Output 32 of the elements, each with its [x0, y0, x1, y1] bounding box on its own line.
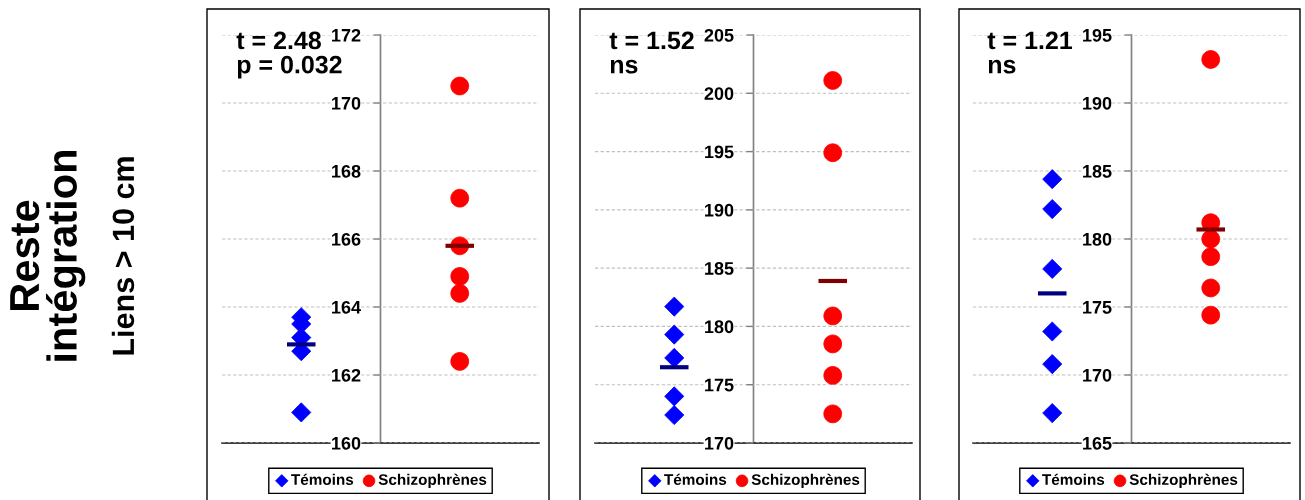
y-tick-label: 180: [1083, 232, 1112, 246]
y-tick-label: 190: [705, 203, 734, 217]
y-tick-label: 172: [332, 28, 361, 42]
y-axis-title: Liens > 10 cm: [111, 157, 135, 355]
annotation: t = 1.52 ns: [609, 31, 694, 74]
y-tick-label: 170: [1083, 368, 1112, 382]
y-tick-label: 164: [332, 300, 361, 314]
y-tick-label: 180: [705, 320, 734, 334]
y-tick-label: 185: [705, 262, 734, 275]
y-tick-label: 160: [332, 436, 361, 450]
legend-label: Témoins: [664, 473, 727, 485]
y-tick-label: 185: [1083, 164, 1112, 178]
legend-label: Schizophrènes: [751, 473, 860, 489]
y-tick-label: 200: [704, 87, 734, 101]
legend-label: Schizophrènes: [378, 473, 487, 489]
y-tick-label: 195: [705, 145, 734, 159]
y-tick-label: 195: [1083, 28, 1112, 42]
y-tick-label: 190: [1083, 96, 1112, 110]
y-tick-label: 166: [332, 232, 361, 246]
y-tick-label: 175: [705, 378, 734, 392]
legend-label: Schizophrènes: [1129, 473, 1238, 489]
y-tick-label: 205: [704, 28, 734, 42]
y-tick-label: 175: [1083, 301, 1112, 314]
annotation: t = 1.21 ns: [987, 31, 1073, 74]
y-tick-label: 165: [1083, 436, 1112, 450]
legend-label: Témoins: [1042, 473, 1105, 485]
y-tick-label: 168: [332, 164, 361, 178]
y-tick-label: 162: [332, 368, 361, 382]
legend-label: Témoins: [291, 473, 354, 485]
y-tick-label: 170: [332, 96, 361, 110]
text: Reste intégration: [10, 150, 86, 361]
y-tick-label: 170: [705, 436, 734, 450]
